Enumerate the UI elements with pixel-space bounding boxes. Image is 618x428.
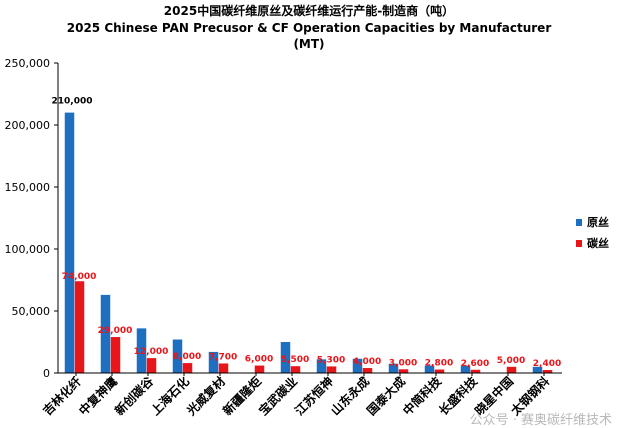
- value-labels: 210,000 74,000 29,000 12,000 8,000 7,700 6,000…: [52, 97, 562, 369]
- legend-swatch: [576, 219, 582, 226]
- bar-carbon-fiber: [470, 369, 481, 373]
- bar-carbon-fiber: [182, 363, 193, 373]
- data-label: 3,000: [389, 358, 417, 368]
- y-tick-label: 200,000: [5, 119, 51, 132]
- x-tick-label: 光威复材: [183, 374, 228, 419]
- bars: [64, 112, 553, 373]
- bar-precursor: [388, 363, 399, 373]
- bar-carbon-fiber: [542, 370, 553, 373]
- bar-precursor: [352, 358, 363, 373]
- x-tick-label: 吉林化纤: [40, 374, 85, 419]
- bar-carbon-fiber: [434, 369, 445, 373]
- data-label: 29,000: [98, 326, 133, 336]
- bar-carbon-fiber: [290, 366, 301, 373]
- bar-precursor: [424, 365, 435, 373]
- chart-title: 2025中国碳纤维原丝及碳纤维运行产能-制造商（吨）: [164, 3, 454, 18]
- bar-precursor: [280, 342, 291, 373]
- bar-precursor: [532, 366, 543, 373]
- y-tick-label: 150,000: [5, 181, 51, 194]
- watermark: 公众号 · 赛奥碳纤维技术: [470, 412, 612, 428]
- data-label: 5,000: [497, 356, 525, 366]
- bar-carbon-fiber: [218, 363, 229, 373]
- bar-carbon-fiber: [254, 365, 265, 373]
- y-tick-label: 250,000: [5, 57, 51, 70]
- data-label: 2,600: [461, 359, 489, 369]
- bar-carbon-fiber: [110, 337, 121, 373]
- bar-precursor: [208, 351, 219, 373]
- x-tick-label: 新疆隆炬: [220, 374, 265, 419]
- y-axis: 0 50,000 100,000 150,000 200,000 250,000: [5, 57, 59, 380]
- data-label: 5,300: [317, 355, 345, 365]
- x-tick-label: 太钢钢科: [508, 374, 553, 419]
- bar-precursor: [460, 365, 471, 373]
- bar-precursor: [172, 339, 183, 373]
- data-label: 210,000: [52, 97, 93, 107]
- bar-carbon-fiber: [506, 366, 517, 373]
- data-label: 6,000: [245, 355, 273, 365]
- chart-subtitle-line2: (MT): [293, 37, 324, 51]
- data-label: 8,000: [173, 352, 201, 362]
- bar-precursor: [64, 112, 75, 373]
- bar-precursor: [136, 328, 147, 373]
- x-axis: 吉林化纤中复神鹰新创碳谷上海石化光威复材新疆隆炬宝武碳业江苏恒神山东永成国泰大成…: [40, 372, 562, 419]
- data-label: 7,700: [209, 352, 237, 362]
- y-tick-label: 100,000: [5, 243, 51, 256]
- bar-carbon-fiber: [398, 369, 409, 373]
- x-tick-label: 山东永成: [328, 374, 373, 419]
- legend-swatch: [576, 240, 582, 247]
- y-tick-label: 50,000: [12, 305, 51, 318]
- data-label: 2,800: [425, 359, 453, 369]
- bar-carbon-fiber: [326, 366, 337, 373]
- legend-label: 碳丝: [587, 236, 609, 250]
- chart-subtitle-line1: 2025 Chinese PAN Precusor & CF Operation…: [67, 21, 552, 35]
- data-label: 74,000: [62, 272, 97, 282]
- bar-precursor: [100, 294, 111, 373]
- y-tick-label: 0: [43, 367, 50, 380]
- data-label: 4,000: [353, 357, 381, 367]
- x-tick-label: 宝武碳业: [256, 374, 301, 419]
- x-tick-label: 江苏恒神: [292, 374, 337, 419]
- legend-label: 原丝: [587, 215, 609, 229]
- data-label: 5,500: [281, 355, 309, 365]
- x-tick-label: 晓星中国: [472, 374, 517, 419]
- bar-carbon-fiber: [362, 368, 373, 373]
- bar-precursor: [316, 359, 327, 373]
- x-tick-label: 中复神鹰: [76, 374, 121, 419]
- bar-carbon-fiber: [146, 358, 157, 373]
- x-tick-label: 上海石化: [148, 374, 193, 419]
- data-label: 2,400: [533, 359, 561, 369]
- bar-carbon-fiber: [74, 281, 85, 373]
- data-label: 12,000: [134, 347, 169, 357]
- x-tick-label: 国泰大成: [364, 374, 409, 419]
